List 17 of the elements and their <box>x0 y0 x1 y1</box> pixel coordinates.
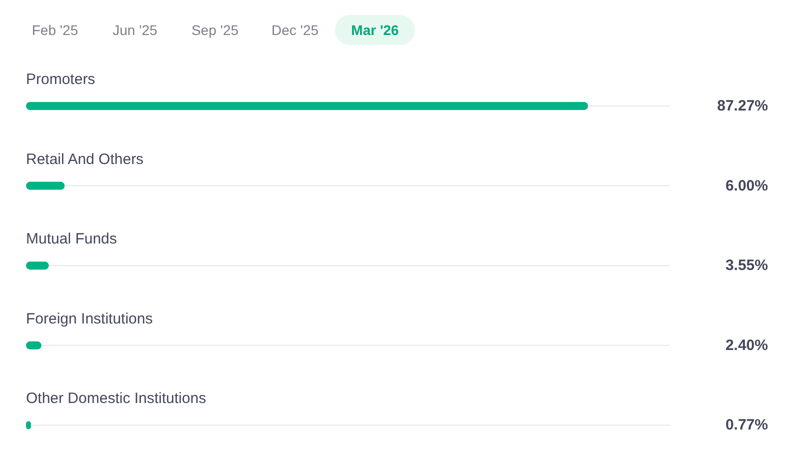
text: Dec '25 <box>271 22 319 38</box>
y-tick-label: Mutual Funds <box>26 230 117 248</box>
text: Feb '25 <box>32 22 78 38</box>
data-label: 3.55% <box>725 257 768 274</box>
text: Mar '26 <box>351 22 399 38</box>
y-tick-label: Promoters <box>26 71 96 88</box>
text: Jun '25 <box>112 22 158 38</box>
data-label: 87.27% <box>717 98 768 114</box>
y-tick-label: Foreign Institutions <box>26 310 153 328</box>
bar <box>26 182 65 190</box>
data-label: 0.77% <box>725 416 768 434</box>
bar <box>26 102 588 110</box>
data-label: 6.00% <box>725 177 768 194</box>
text: Sep '25 <box>191 22 239 38</box>
y-tick-label: Other Domestic Institutions <box>26 390 206 408</box>
data-label: 2.40% <box>725 336 768 354</box>
y-tick-label: Retail And Others <box>26 150 144 168</box>
